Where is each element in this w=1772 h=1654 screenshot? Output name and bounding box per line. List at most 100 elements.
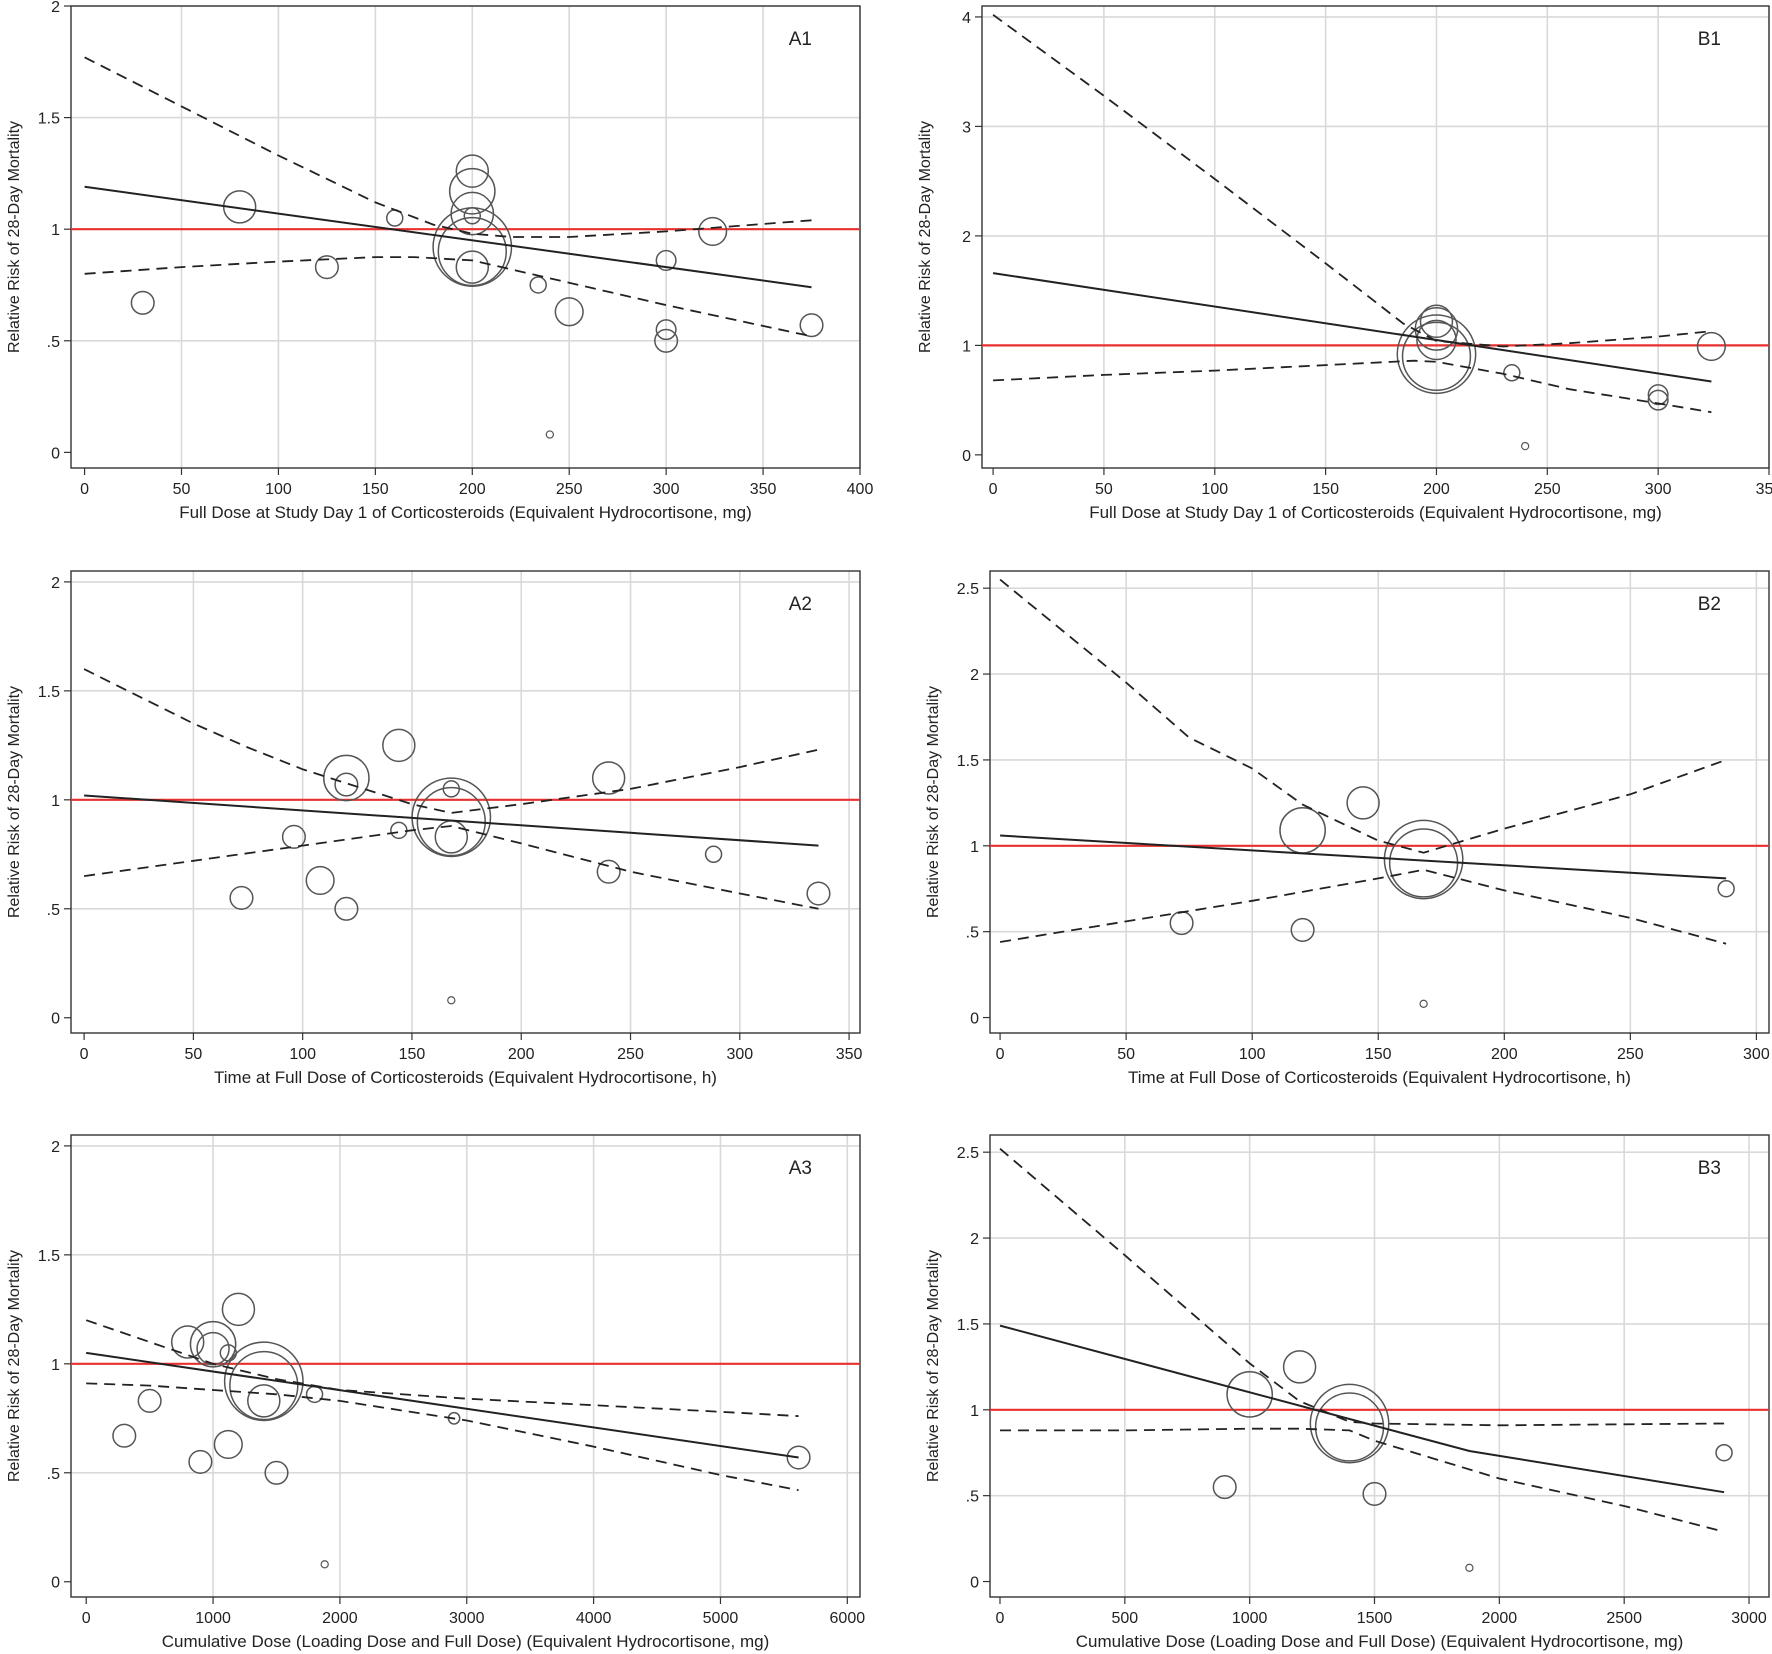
panel-label: A3 [789, 1158, 812, 1179]
x-tick-label: 150 [399, 1046, 426, 1063]
x-tick-label: 300 [726, 1046, 753, 1063]
ci-lower-line [999, 868, 1727, 945]
y-tick-label: 1 [970, 1403, 979, 1420]
x-tick-label: 150 [1365, 1046, 1392, 1063]
ci-lower-line [83, 825, 819, 910]
y-tick-label: 1 [51, 793, 60, 810]
x-axis-title: Time at Full Dose of Corticosteroids (Eq… [214, 1068, 717, 1087]
x-tick-label: 100 [1201, 481, 1228, 498]
data-point [654, 328, 679, 353]
x-tick-label: 0 [82, 1610, 91, 1627]
ci-upper-line [83, 668, 819, 814]
data-point [323, 754, 370, 802]
panel-label: B2 [1698, 594, 1721, 615]
chart-panel-b1: 0 50 100 150 200 250 300 350 0 1 2 3 4 Full Dose at S… [917, 5, 1772, 522]
y-tick-label: 2 [51, 1139, 60, 1156]
data-point [596, 859, 621, 884]
data-point [112, 1423, 137, 1448]
data-point [1309, 1383, 1390, 1464]
data-point [416, 786, 486, 857]
y-tick-label: 1.5 [38, 684, 60, 701]
data-point [334, 896, 359, 921]
panel-label: A1 [789, 29, 812, 50]
y-tick-label: .5 [966, 1489, 979, 1506]
x-tick-label: 50 [1095, 481, 1113, 498]
y-axis-title: Relative Risk of 28-Day Mortality [6, 686, 23, 918]
x-tick-label: 400 [847, 481, 874, 498]
ci-lower-line [1000, 1427, 1725, 1533]
ci-upper-line [85, 1319, 799, 1417]
plot-frame [981, 5, 1770, 469]
chart-panel-a1: 0 50 100 150 200 250 300 350 400 0 .5 1 1.5 2 Full Dos… [6, 0, 873, 522]
x-tick-label: 100 [265, 481, 292, 498]
y-tick-label: 0 [962, 448, 971, 465]
data-point [591, 761, 626, 795]
data-point [314, 255, 339, 280]
x-tick-label: 1500 [1357, 1610, 1393, 1627]
data-point [229, 1350, 299, 1421]
y-tick-label: 0 [51, 1575, 60, 1592]
panel-label: A2 [789, 594, 812, 615]
fitted-line [84, 794, 819, 847]
data-point [1383, 819, 1464, 900]
data-point [281, 824, 306, 849]
y-tick-label: 2 [51, 0, 60, 16]
x-tick-label: 200 [1491, 1046, 1518, 1063]
data-point [229, 885, 254, 910]
fitted-line [992, 272, 1712, 383]
x-tick-label: 200 [1423, 481, 1450, 498]
data-point [698, 216, 728, 247]
x-tick-label: 350 [750, 481, 777, 498]
data-point [189, 1320, 237, 1368]
x-tick-label: 0 [996, 1610, 1005, 1627]
fitted-line [84, 185, 812, 289]
x-axis-title: Cumulative Dose (Loading Dose and Full D… [1076, 1632, 1684, 1651]
x-tick-label: 1000 [195, 1610, 231, 1627]
plot-frame [989, 1134, 1770, 1598]
y-tick-label: .5 [47, 1466, 60, 1483]
fitted-line [999, 1324, 1725, 1494]
x-tick-label: 4000 [576, 1610, 612, 1627]
data-point [1503, 364, 1521, 382]
x-tick-label: 150 [362, 481, 389, 498]
data-point [1416, 319, 1457, 361]
data-point [305, 865, 335, 896]
data-point [320, 1560, 329, 1569]
ci-upper-line [992, 14, 1712, 348]
panel-label: B3 [1698, 1158, 1721, 1179]
data-point [529, 276, 547, 294]
data-point [1290, 917, 1315, 943]
data-point [1715, 1443, 1733, 1462]
plot-area [990, 1148, 1769, 1572]
x-tick-label: 2000 [1482, 1610, 1518, 1627]
data-point [130, 290, 155, 315]
data-point [264, 1460, 289, 1485]
x-tick-label: 0 [996, 1046, 1005, 1063]
x-tick-label: 200 [508, 1046, 535, 1063]
y-tick-label: .5 [47, 334, 60, 351]
data-point [806, 881, 831, 906]
x-tick-label: 350 [1756, 481, 1772, 498]
data-point [1419, 999, 1428, 1008]
x-tick-label: 300 [1645, 481, 1672, 498]
x-tick-label: 350 [836, 1046, 863, 1063]
y-tick-label: 1.5 [38, 111, 60, 128]
data-point [247, 1384, 281, 1418]
data-point [437, 216, 507, 287]
plot-area [71, 668, 860, 1005]
y-axis-title: Relative Risk of 28-Day Mortality [917, 121, 934, 353]
data-point [1419, 304, 1454, 339]
x-axis-title: Full Dose at Study Day 1 of Corticostero… [179, 503, 752, 522]
x-tick-label: 500 [1111, 1610, 1138, 1627]
y-tick-label: 0 [51, 1011, 60, 1028]
x-tick-label: 50 [1117, 1046, 1135, 1063]
x-tick-label: 150 [1312, 481, 1339, 498]
y-tick-label: 1.5 [957, 753, 979, 770]
data-point [1717, 879, 1735, 898]
data-point [188, 1449, 213, 1474]
data-point [1401, 321, 1472, 392]
chart-panel-b2: 0 50 100 150 200 250 300 0 .5 1 1.5 2 2.5 Time at Ful… [925, 570, 1770, 1087]
y-tick-label: 2.5 [957, 1145, 979, 1162]
